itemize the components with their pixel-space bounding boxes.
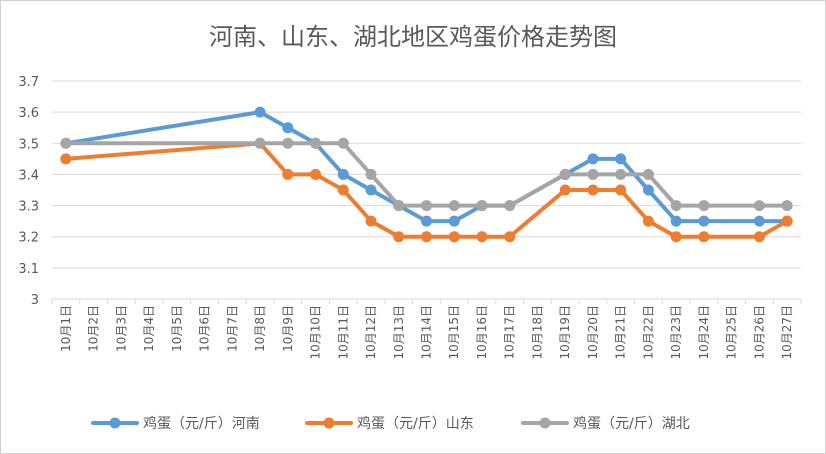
x-tick-label: 10月10日 [309, 305, 323, 360]
data-point [337, 168, 349, 180]
series-group [60, 106, 793, 243]
data-point [753, 231, 765, 243]
data-point [448, 215, 460, 227]
data-point [310, 137, 322, 149]
x-tick-label: 10月8日 [253, 305, 267, 352]
y-axis-ticks: 3 3.1 3.2 3.3 3.4 3.5 3.6 3.7 [18, 75, 39, 308]
x-tick-label: 10月16日 [475, 305, 489, 360]
data-point [587, 153, 599, 165]
x-tick-label: 10月2日 [87, 305, 101, 352]
x-tick-label: 10月6日 [198, 305, 212, 352]
data-point [670, 215, 682, 227]
chart-title: 河南、山东、湖北地区鸡蛋价格走势图 [209, 23, 617, 51]
legend: 鸡蛋（元/斤）河南 鸡蛋（元/斤）山东 鸡蛋（元/斤）湖北 [91, 415, 690, 432]
data-point [615, 168, 627, 180]
data-point [698, 215, 710, 227]
x-tick-label: 10月3日 [114, 305, 128, 352]
data-point [670, 200, 682, 212]
data-point [337, 184, 349, 196]
data-point [504, 231, 516, 243]
data-point [337, 137, 349, 149]
x-tick-label: 10月25日 [725, 305, 739, 360]
data-point [393, 231, 405, 243]
y-tick-label: 3.5 [18, 137, 39, 152]
data-point [615, 184, 627, 196]
data-point [60, 137, 72, 149]
x-tick-label: 10月17日 [503, 305, 517, 360]
y-tick-label: 3.1 [18, 262, 39, 277]
y-tick-label: 3.2 [18, 231, 39, 246]
data-point [476, 231, 488, 243]
legend-label: 鸡蛋（元/斤）山东 [357, 415, 474, 432]
legend-marker [109, 417, 121, 429]
data-point [421, 231, 432, 243]
data-point [476, 200, 488, 212]
data-point [587, 168, 599, 180]
x-axis-ticks: 10月1日 10月2日 10月3日 10月4日 10月5日 10月6日 10月7日 10月8日… [59, 305, 794, 360]
x-tick-label: 10月12日 [364, 305, 378, 360]
data-point [670, 231, 682, 243]
data-point [698, 200, 710, 212]
x-tick-label: 10月13日 [392, 305, 406, 360]
data-point [393, 200, 405, 212]
x-tick-label: 10月9日 [281, 305, 295, 352]
x-tick-label: 10月1日 [59, 305, 73, 352]
x-tick-label: 10月23日 [669, 305, 683, 360]
data-point [642, 215, 654, 227]
x-tick-label: 10月11日 [336, 305, 350, 360]
x-tick-label: 10月27日 [780, 305, 794, 360]
data-point [559, 184, 571, 196]
x-tick-label: 10月24日 [697, 305, 711, 360]
x-tick-label: 10月4日 [142, 305, 156, 352]
y-tick-label: 3.7 [18, 75, 39, 90]
legend-label: 鸡蛋（元/斤）河南 [143, 415, 260, 432]
x-tick-label: 10月22日 [641, 305, 655, 360]
grid-lines [51, 80, 802, 304]
y-tick-label: 3.6 [18, 106, 39, 121]
x-tick-label: 10月7日 [225, 305, 239, 352]
y-tick-label: 3.3 [18, 200, 39, 215]
x-tick-label: 10月26日 [752, 305, 766, 360]
data-point [753, 200, 765, 212]
data-point [254, 106, 266, 118]
legend-label: 鸡蛋（元/斤）湖北 [573, 415, 690, 432]
data-point [365, 184, 377, 196]
data-point [282, 137, 294, 149]
x-tick-label: 10月5日 [170, 305, 184, 352]
data-point [365, 168, 377, 180]
x-tick-label: 10月15日 [447, 305, 461, 360]
y-tick-label: 3.4 [18, 168, 39, 183]
x-tick-label: 10月21日 [614, 305, 628, 360]
data-point [781, 200, 793, 212]
data-point [781, 215, 793, 227]
data-point [504, 200, 516, 212]
data-point [753, 215, 765, 227]
x-tick-label: 10月14日 [420, 305, 434, 360]
data-point [310, 168, 322, 180]
data-point [282, 122, 294, 134]
data-point [642, 168, 654, 180]
data-point [365, 215, 377, 227]
data-point [698, 231, 710, 243]
data-point [254, 137, 266, 149]
data-point [60, 153, 72, 165]
data-point [615, 153, 627, 165]
x-tick-label: 10月19日 [558, 305, 572, 360]
legend-marker [539, 417, 551, 429]
data-point [642, 184, 654, 196]
data-point [587, 184, 599, 196]
x-tick-label: 10月18日 [530, 305, 544, 360]
legend-marker [323, 417, 335, 429]
data-point [421, 215, 432, 227]
y-tick-label: 3 [31, 293, 39, 308]
data-point [282, 168, 294, 180]
data-point [559, 168, 571, 180]
x-tick-label: 10月20日 [586, 305, 600, 360]
data-point [421, 200, 432, 212]
data-point [448, 231, 460, 243]
data-point [448, 200, 460, 212]
